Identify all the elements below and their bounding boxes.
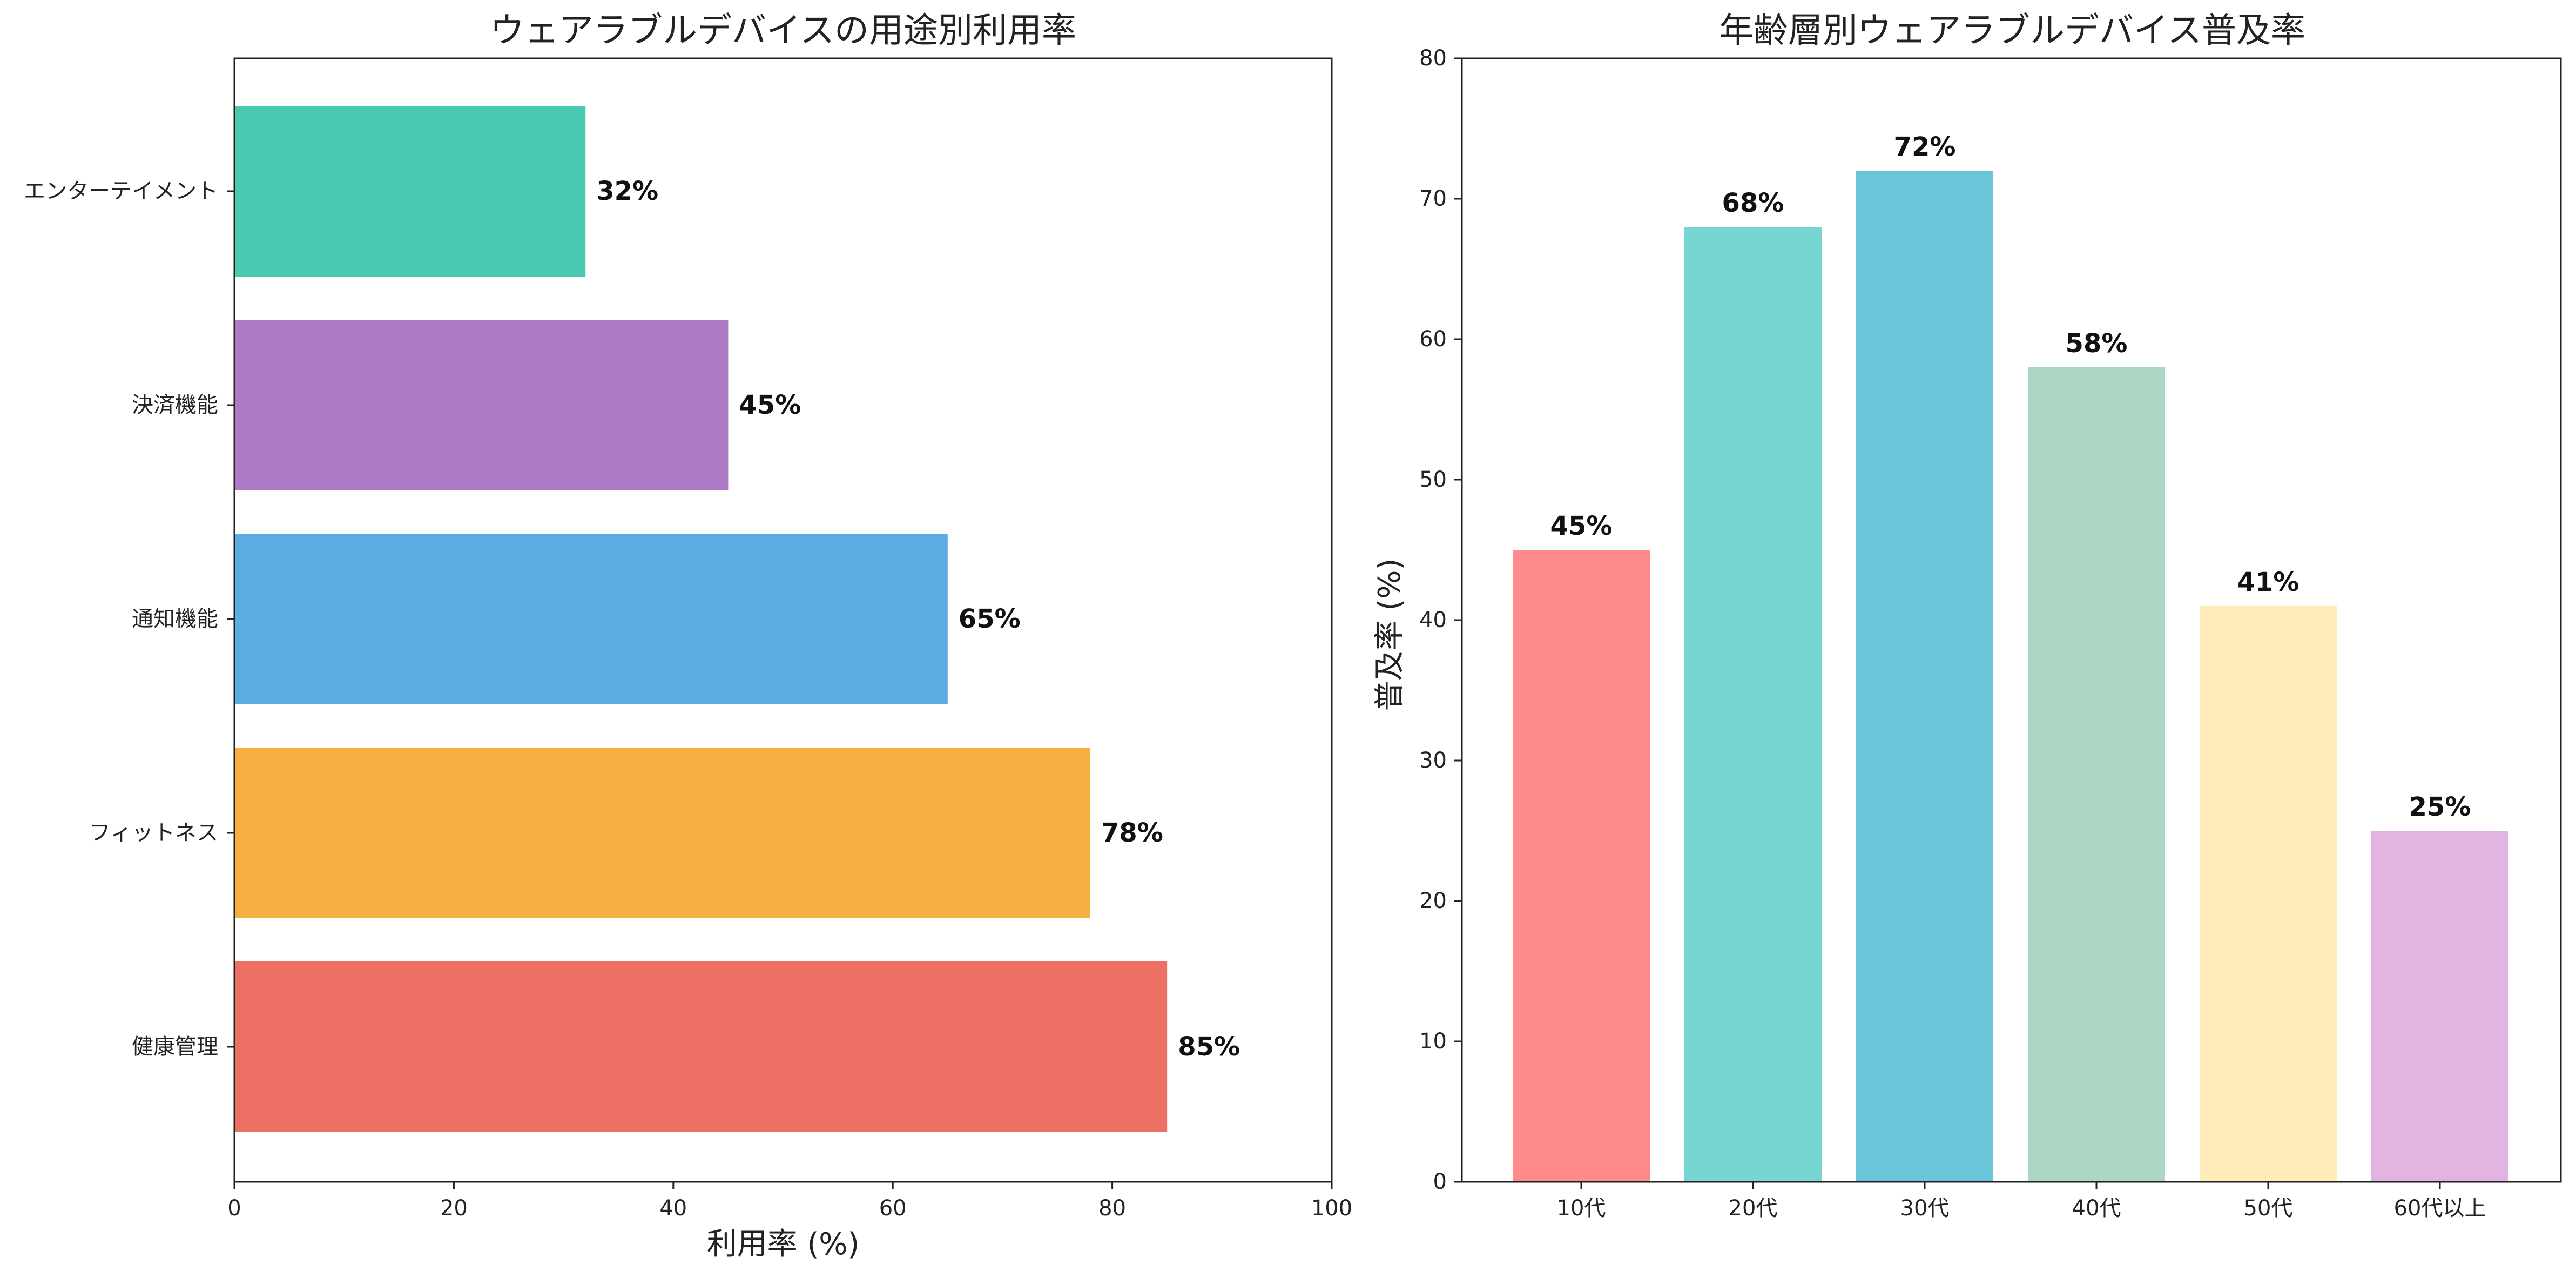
x-tick-label-0: 10代 [1557, 1196, 1606, 1221]
right-x-axis: 10代 20代 30代 40代 50代 60代以上 [1557, 1182, 2486, 1221]
x-tick-label-1: 20 [440, 1196, 468, 1221]
bar-4 [234, 106, 586, 277]
left-bars [234, 106, 1168, 1132]
left-plot-frame [233, 57, 1333, 1183]
y-tick-label-4: エンターテイメント [24, 179, 218, 204]
y-tick-label-1: 10 [1419, 1029, 1447, 1054]
data-label-4: 32% [596, 176, 658, 206]
y-tick-label-6: 60 [1419, 327, 1447, 352]
y-tick-label-0: 0 [1433, 1169, 1447, 1194]
data-label-0: 45% [1550, 511, 1613, 541]
y-tick-label-2: 20 [1419, 889, 1447, 913]
x-tick-label-3: 60 [879, 1196, 907, 1221]
y-tick-label-5: 50 [1419, 467, 1447, 492]
right-y-axis-label: 普及率 (%) [1372, 559, 1407, 711]
data-label-3: 58% [2066, 328, 2128, 359]
data-label-2: 72% [1894, 132, 1956, 162]
bar-0 [1513, 550, 1650, 1182]
left-x-axis: 0 20 40 60 80 100 [227, 1182, 1352, 1221]
y-tick-label-8: 80 [1419, 46, 1447, 71]
usage-rate-chart: ウェアラブルデバイスの用途別利用率 85% 78% 65% 45% 32% 健康管理 フィ… [24, 11, 1352, 1262]
age-penetration-chart: 年齢層別ウェアラブルデバイス普及率 45% 68% 72% 58% 41% 25% 0 10… [1372, 11, 2562, 1221]
data-label-0: 85% [1178, 1032, 1240, 1062]
y-tick-label-2: 通知機能 [132, 607, 218, 631]
bar-3 [234, 320, 729, 490]
y-tick-label-0: 健康管理 [132, 1034, 218, 1059]
x-tick-label-3: 40代 [2072, 1196, 2121, 1221]
bar-3 [2028, 367, 2165, 1182]
left-x-axis-label: 利用率 (%) [707, 1227, 860, 1262]
data-label-2: 65% [959, 604, 1021, 634]
data-label-1: 78% [1101, 818, 1163, 848]
x-tick-label-5: 60代以上 [2394, 1196, 2486, 1221]
bar-2 [234, 534, 948, 704]
data-label-3: 45% [739, 390, 801, 420]
bar-1 [234, 748, 1090, 918]
right-data-labels: 45% 68% 72% 58% 41% 25% [1550, 132, 2471, 822]
x-tick-label-5: 100 [1311, 1196, 1352, 1221]
y-tick-label-3: 30 [1419, 748, 1447, 773]
left-data-labels: 85% 78% 65% 45% 32% [596, 176, 1240, 1062]
bar-5 [2371, 831, 2508, 1182]
bar-4 [2200, 606, 2337, 1182]
x-tick-label-4: 50代 [2244, 1196, 2293, 1221]
data-label-1: 68% [1722, 188, 1784, 218]
left-chart-title: ウェアラブルデバイスの用途別利用率 [490, 11, 1076, 51]
bar-1 [1684, 227, 1822, 1182]
right-bars [1513, 171, 2508, 1182]
y-tick-label-1: フィットネス [89, 820, 218, 845]
bar-0 [234, 961, 1168, 1132]
data-label-5: 25% [2409, 792, 2471, 822]
data-label-4: 41% [2237, 567, 2299, 597]
x-tick-label-1: 20代 [1729, 1196, 1778, 1221]
right-chart-title: 年齢層別ウェアラブルデバイス普及率 [1719, 11, 2305, 51]
bar-2 [1856, 171, 1993, 1182]
x-tick-label-2: 40 [659, 1196, 687, 1221]
x-tick-label-4: 80 [1098, 1196, 1126, 1221]
y-tick-label-4: 40 [1419, 608, 1447, 633]
y-tick-label-7: 70 [1419, 186, 1447, 211]
left-y-axis: 健康管理 フィットネス 通知機能 決済機能 エンターテイメント [24, 179, 234, 1059]
x-tick-label-2: 30代 [1900, 1196, 1950, 1221]
y-tick-label-3: 決済機能 [132, 393, 218, 418]
x-tick-label-0: 0 [227, 1196, 241, 1221]
right-plot-frame [1461, 57, 2562, 1183]
right-y-axis: 0 10 20 30 40 50 60 70 80 [1419, 46, 1462, 1194]
